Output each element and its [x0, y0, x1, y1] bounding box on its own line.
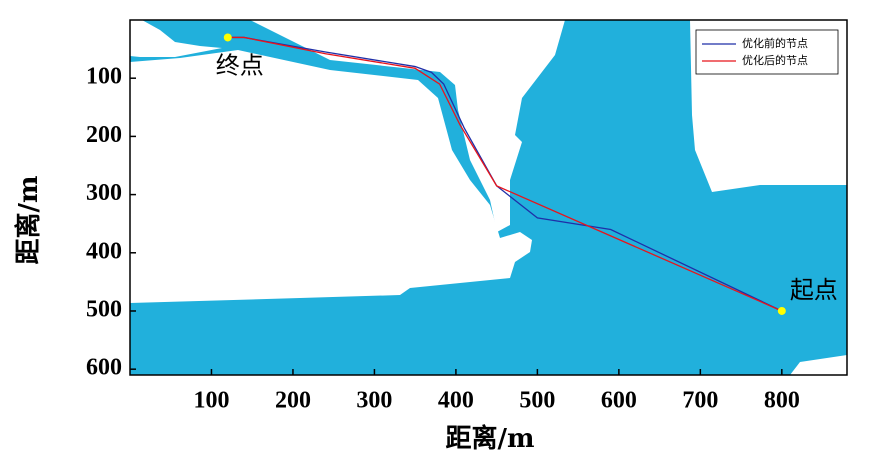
y-tick-label: 400: [86, 238, 122, 264]
point-label: 起点: [790, 276, 838, 304]
y-tick-label: 300: [86, 180, 122, 206]
y-tick-label: 500: [86, 296, 122, 322]
y-tick-label: 200: [86, 122, 122, 148]
x-tick-label: 100: [193, 388, 229, 414]
y-tick-label: 600: [86, 355, 122, 381]
node-point: [777, 306, 786, 315]
x-tick-label: 800: [764, 388, 800, 414]
x-tick-label: 200: [275, 388, 311, 414]
x-tick-label: 600: [601, 388, 637, 414]
land: [130, 50, 532, 303]
plot-frame: [129, 19, 848, 376]
land: [250, 20, 565, 232]
land: [130, 20, 222, 57]
series-line: [227, 36, 783, 312]
point-label: 终点: [216, 51, 264, 79]
x-tick-label: 700: [682, 388, 718, 414]
y-axis-label: 距离/m: [13, 175, 44, 264]
legend-box: [695, 29, 839, 75]
legend-label: 优化后的节点: [742, 53, 808, 67]
land: [790, 355, 847, 375]
x-tick-label: 300: [356, 388, 392, 414]
y-tick-label: 100: [86, 64, 122, 90]
legend-label: 优化前的节点: [742, 36, 808, 50]
x-axis-label: 距离/m: [445, 423, 534, 454]
map: [130, 20, 847, 375]
x-tick-label: 400: [438, 388, 474, 414]
series-line: [227, 36, 783, 312]
x-tick-label: 500: [519, 388, 555, 414]
node-point: [223, 33, 232, 42]
